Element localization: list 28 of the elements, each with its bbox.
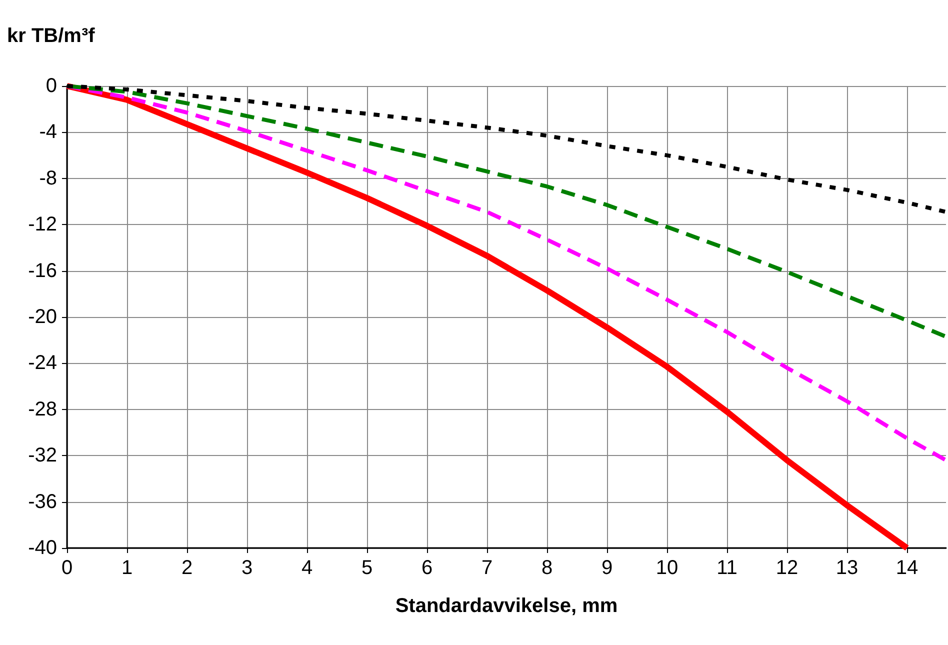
x-tick-label: 12	[776, 557, 798, 579]
x-tick-label: 8	[541, 557, 553, 579]
x-axis-title: Standardavvikelse, mm	[395, 595, 618, 617]
x-tick-label: 11	[716, 557, 738, 579]
y-tick-label: -28	[28, 398, 57, 420]
y-tick-label: 0	[46, 75, 57, 97]
y-tick-label: -36	[28, 490, 57, 513]
y-tick-label: -12	[28, 214, 57, 236]
x-tick-label: 2	[181, 557, 193, 579]
x-tick-label: 4	[301, 557, 313, 579]
x-tick-label: 5	[361, 557, 373, 579]
x-tick-label: 14	[896, 557, 918, 579]
x-tick-label: 0	[61, 557, 73, 579]
x-tick-label: 7	[481, 557, 493, 579]
x-tick-label: 13	[836, 557, 858, 579]
y-tick-label: -40	[28, 537, 57, 559]
y-tick-label: -4	[39, 121, 57, 144]
y-tick-label: -16	[28, 260, 57, 282]
y-tick-label: -8	[39, 167, 57, 190]
y-tick-label: -20	[28, 306, 57, 328]
y-axis-title: kr TB/m³f	[7, 25, 96, 47]
y-tick-label: -32	[28, 444, 57, 467]
y-tick-label: -24	[28, 352, 57, 374]
x-tick-label: 1	[121, 557, 133, 579]
x-tick-label: 10	[656, 557, 678, 579]
x-tick-label: 3	[241, 557, 253, 579]
x-tick-label: 6	[421, 557, 433, 579]
x-tick-label: 9	[601, 557, 613, 579]
